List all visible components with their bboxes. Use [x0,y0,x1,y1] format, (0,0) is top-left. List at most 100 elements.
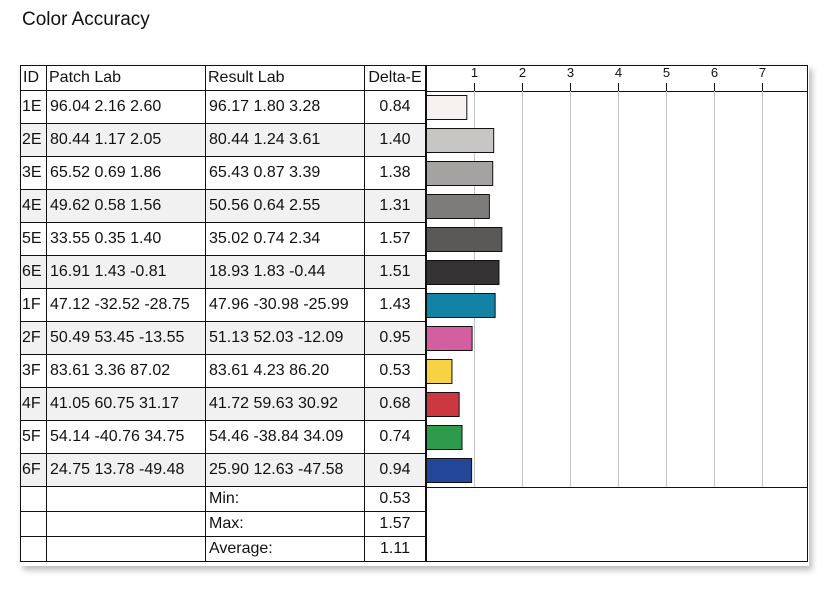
patch-lab-value: -28.75 [144,296,190,313]
tick-label: 5 [663,65,670,80]
bar [426,392,460,417]
patch-lab-value: 3.36 [94,362,126,379]
delta-e-value: 0.95 [364,321,426,355]
patch-lab-value: -0.81 [130,263,167,280]
patch-lab-value: 65.52 [50,164,91,181]
patch-lab-value: 0.69 [94,164,126,181]
patch-lab-value: 1.43 [94,263,126,280]
result-lab-value: -30.98 [253,296,299,313]
summary-blank [46,536,206,562]
patch-id: 6E [20,255,47,289]
patch-lab-value: 13.78 [94,461,135,478]
result-lab-value: -47.58 [298,461,344,478]
result-lab-value: 83.61 [209,362,250,379]
summary-label: Max: [205,511,365,537]
result-lab-value: 52.03 [253,329,294,346]
table-row: 1F 47.12 -32.52 -28.75 47.96 -30.98 -25.99… [20,288,426,322]
page-title: Color Accuracy [22,9,150,30]
result-lab-value: 1.83 [253,263,285,280]
tick-label: 2 [519,65,526,80]
tick-label: 3 [567,65,574,80]
result-lab-value: 47.96 [209,296,250,313]
patch-lab-value: 24.75 [50,461,91,478]
tick-label: 4 [615,65,622,80]
result-lab-value: 1.80 [253,98,285,115]
delta-e-value: 0.74 [364,420,426,454]
result-lab-cell: 25.90 12.63 -47.58 [205,453,365,487]
bar [426,293,496,318]
patch-lab-value: 60.75 [94,395,135,412]
summary-label: Min: [205,486,365,512]
table-header-row: ID Patch Lab Result Lab Delta-E [20,65,426,91]
patch-lab-value: 49.62 [50,197,91,214]
result-lab-value: 12.63 [253,461,294,478]
result-lab-value: 2.34 [289,230,321,247]
table-row: 1E 96.04 2.16 2.60 96.17 1.80 3.28 0.84 [20,90,426,124]
result-lab-value: 54.46 [209,428,250,445]
patch-lab-cell: 41.05 60.75 31.17 [46,387,206,421]
patch-id: 4F [20,387,47,421]
result-lab-cell: 41.72 59.63 30.92 [205,387,365,421]
bar [426,359,453,384]
patch-lab-value: 1.17 [94,131,126,148]
patch-lab-value: 0.58 [94,197,126,214]
table-row: 2F 50.49 53.45 -13.55 51.13 52.03 -12.09 0.… [20,321,426,355]
result-lab-value: 3.39 [289,164,321,181]
delta-e-value: 1.51 [364,255,426,289]
patch-lab-value: 33.55 [50,230,91,247]
result-lab-value: 18.93 [209,263,250,280]
result-lab-cell: 51.13 52.03 -12.09 [205,321,365,355]
delta-e-value: 0.68 [364,387,426,421]
column-header-result-lab: Result Lab [205,65,365,91]
table-row: 6E 16.91 1.43 -0.81 18.93 1.83 -0.44 1.51 [20,255,426,289]
result-lab-value: 86.20 [289,362,330,379]
patch-lab-value: 34.75 [144,428,185,445]
patch-lab-value: 0.35 [94,230,126,247]
summary-value: 1.11 [364,536,426,562]
patch-id: 4E [20,189,47,223]
result-lab-value: 65.43 [209,164,250,181]
result-lab-value: 59.63 [253,395,294,412]
column-header-patch-lab: Patch Lab [46,65,206,91]
patch-lab-value: 2.16 [94,98,126,115]
patch-lab-value: -32.52 [94,296,140,313]
bar [426,425,463,450]
patch-lab-cell: 24.75 13.78 -49.48 [46,453,206,487]
patch-lab-value: 31.17 [139,395,180,412]
result-lab-cell: 47.96 -30.98 -25.99 [205,288,365,322]
patch-id: 6F [20,453,47,487]
delta-e-value: 1.31 [364,189,426,223]
patch-lab-value: -13.55 [139,329,185,346]
result-lab-value: 0.74 [253,230,285,247]
result-lab-value: 1.24 [253,131,285,148]
result-lab-cell: 35.02 0.74 2.34 [205,222,365,256]
bar [426,128,495,153]
result-lab-value: 35.02 [209,230,250,247]
summary-label: Average: [205,536,365,562]
patch-lab-value: 41.05 [50,395,91,412]
tick-label: 7 [759,65,766,80]
result-lab-value: -25.99 [303,296,349,313]
bar [426,161,494,186]
table-row: 3E 65.52 0.69 1.86 65.43 0.87 3.39 1.38 [20,156,426,190]
patch-lab-value: 16.91 [50,263,91,280]
patch-lab-value: 1.86 [130,164,162,181]
result-lab-value: 0.64 [253,197,285,214]
delta-e-value: 1.40 [364,123,426,157]
patch-lab-cell: 16.91 1.43 -0.81 [46,255,206,289]
result-lab-value: -12.09 [298,329,344,346]
result-lab-cell: 83.61 4.23 86.20 [205,354,365,388]
result-lab-value: 25.90 [209,461,250,478]
table-row: 5F 54.14 -40.76 34.75 54.46 -38.84 34.09 0.… [20,420,426,454]
patch-id: 5E [20,222,47,256]
result-lab-value: -0.44 [289,263,326,280]
result-lab-value: 3.28 [289,98,321,115]
result-lab-value: 34.09 [303,428,344,445]
patch-lab-cell: 80.44 1.17 2.05 [46,123,206,157]
column-header-id: ID [20,65,47,91]
delta-e-value: 0.53 [364,354,426,388]
summary-blank [46,511,206,537]
table-row: 4F 41.05 60.75 31.17 41.72 59.63 30.92 0.68 [20,387,426,421]
patch-lab-value: -40.76 [94,428,140,445]
